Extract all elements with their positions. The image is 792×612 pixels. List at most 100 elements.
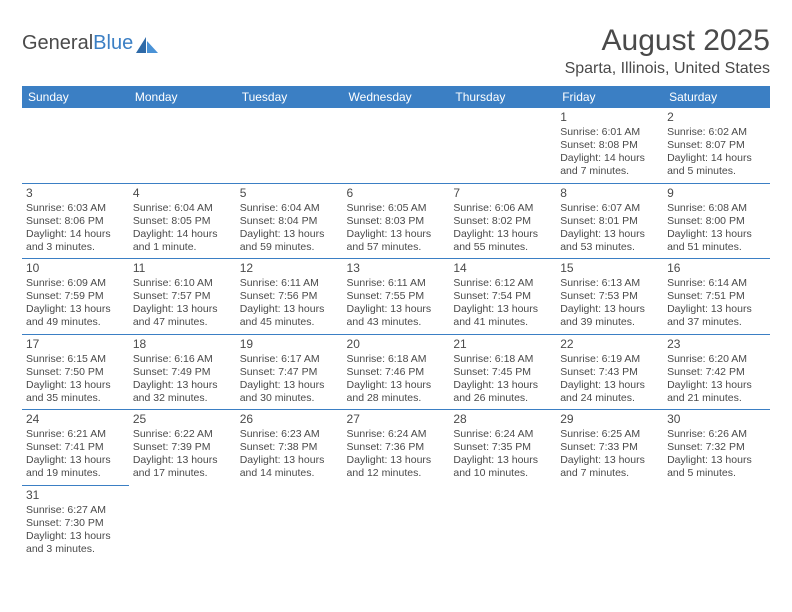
daylight-text: Daylight: 13 hours and 32 minutes. [133, 379, 232, 405]
calendar-cell: 10Sunrise: 6:09 AMSunset: 7:59 PMDayligh… [22, 259, 129, 335]
day-number: 7 [453, 186, 552, 201]
logo-sail-icon [136, 37, 158, 53]
logo-text-general: General [22, 32, 93, 55]
calendar-body: 1Sunrise: 6:01 AMSunset: 8:08 PMDaylight… [22, 108, 770, 560]
sunset-text: Sunset: 7:51 PM [667, 290, 766, 303]
day-number: 26 [240, 412, 339, 427]
sunrise-text: Sunrise: 6:24 AM [453, 428, 552, 441]
daylight-text: Daylight: 13 hours and 57 minutes. [347, 228, 446, 254]
sunset-text: Sunset: 7:50 PM [26, 366, 125, 379]
calendar-cell [449, 108, 556, 183]
sunrise-text: Sunrise: 6:26 AM [667, 428, 766, 441]
sunrise-text: Sunrise: 6:01 AM [560, 126, 659, 139]
day-number: 2 [667, 110, 766, 125]
sunset-text: Sunset: 7:32 PM [667, 441, 766, 454]
sunrise-text: Sunrise: 6:24 AM [347, 428, 446, 441]
daylight-text: Daylight: 13 hours and 41 minutes. [453, 303, 552, 329]
calendar-cell: 21Sunrise: 6:18 AMSunset: 7:45 PMDayligh… [449, 334, 556, 410]
day-number: 12 [240, 261, 339, 276]
day-number: 24 [26, 412, 125, 427]
sunset-text: Sunset: 8:06 PM [26, 215, 125, 228]
day-number: 8 [560, 186, 659, 201]
sunrise-text: Sunrise: 6:05 AM [347, 202, 446, 215]
daylight-text: Daylight: 13 hours and 26 minutes. [453, 379, 552, 405]
sunset-text: Sunset: 7:55 PM [347, 290, 446, 303]
sunrise-text: Sunrise: 6:12 AM [453, 277, 552, 290]
daylight-text: Daylight: 13 hours and 14 minutes. [240, 454, 339, 480]
day-number: 31 [26, 488, 125, 503]
calendar-cell: 2Sunrise: 6:02 AMSunset: 8:07 PMDaylight… [663, 108, 770, 183]
weekday-header: Thursday [449, 86, 556, 108]
sunset-text: Sunset: 8:00 PM [667, 215, 766, 228]
daylight-text: Daylight: 13 hours and 7 minutes. [560, 454, 659, 480]
calendar-cell: 12Sunrise: 6:11 AMSunset: 7:56 PMDayligh… [236, 259, 343, 335]
calendar-cell: 3Sunrise: 6:03 AMSunset: 8:06 PMDaylight… [22, 183, 129, 259]
weekday-header: Saturday [663, 86, 770, 108]
daylight-text: Daylight: 13 hours and 12 minutes. [347, 454, 446, 480]
day-number: 4 [133, 186, 232, 201]
sunrise-text: Sunrise: 6:09 AM [26, 277, 125, 290]
calendar-cell: 13Sunrise: 6:11 AMSunset: 7:55 PMDayligh… [343, 259, 450, 335]
calendar-cell [343, 108, 450, 183]
day-number: 15 [560, 261, 659, 276]
day-number: 30 [667, 412, 766, 427]
sunrise-text: Sunrise: 6:18 AM [453, 353, 552, 366]
month-title: August 2025 [565, 24, 770, 58]
calendar-row: 17Sunrise: 6:15 AMSunset: 7:50 PM Dayligh… [22, 334, 770, 410]
daylight-text: Daylight: 13 hours and 51 minutes. [667, 228, 766, 254]
sunset-text: Sunset: 7:35 PM [453, 441, 552, 454]
calendar-cell: 28Sunrise: 6:24 AMSunset: 7:35 PMDayligh… [449, 410, 556, 486]
calendar-row: 31Sunrise: 6:27 AMSunset: 7:30 PMDayligh… [22, 485, 770, 560]
daylight-text: Daylight: 13 hours and 10 minutes. [453, 454, 552, 480]
day-number: 9 [667, 186, 766, 201]
calendar-cell: 31Sunrise: 6:27 AMSunset: 7:30 PMDayligh… [22, 485, 129, 560]
day-number: 16 [667, 261, 766, 276]
sunset-text: Sunset: 7:47 PM [240, 366, 339, 379]
sunset-text: Sunset: 8:02 PM [453, 215, 552, 228]
day-number: 28 [453, 412, 552, 427]
sunrise-text: Sunrise: 6:14 AM [667, 277, 766, 290]
sunset-text: Sunset: 7:57 PM [133, 290, 232, 303]
day-number: 17 [26, 337, 125, 352]
sunrise-text: Sunrise: 6:08 AM [667, 202, 766, 215]
sunrise-text: Sunrise: 6:16 AM [133, 353, 232, 366]
daylight-text: Daylight: 13 hours and 47 minutes. [133, 303, 232, 329]
daylight-text: Daylight: 13 hours and 45 minutes. [240, 303, 339, 329]
day-number: 18 [133, 337, 232, 352]
sunrise-text: Sunrise: 6:22 AM [133, 428, 232, 441]
weekday-header: Tuesday [236, 86, 343, 108]
calendar-cell: 25Sunrise: 6:22 AMSunset: 7:39 PMDayligh… [129, 410, 236, 486]
location-text: Sparta, Illinois, United States [565, 60, 770, 78]
day-number: 14 [453, 261, 552, 276]
day-number: 3 [26, 186, 125, 201]
sunrise-text: Sunrise: 6:02 AM [667, 126, 766, 139]
daylight-text: Daylight: 13 hours and 43 minutes. [347, 303, 446, 329]
sunrise-text: Sunrise: 6:13 AM [560, 277, 659, 290]
calendar-row: 3Sunrise: 6:03 AMSunset: 8:06 PMDaylight… [22, 183, 770, 259]
calendar-cell: 9Sunrise: 6:08 AMSunset: 8:00 PMDaylight… [663, 183, 770, 259]
calendar-cell: 7Sunrise: 6:06 AMSunset: 8:02 PMDaylight… [449, 183, 556, 259]
calendar-page: GeneralBlue August 2025 Sparta, Illinois… [0, 0, 792, 560]
calendar-cell: 19Sunrise: 6:17 AMSunset: 7:47 PMDayligh… [236, 334, 343, 410]
sunrise-text: Sunrise: 6:18 AM [347, 353, 446, 366]
sunrise-text: Sunrise: 6:04 AM [240, 202, 339, 215]
sunset-text: Sunset: 7:54 PM [453, 290, 552, 303]
sunrise-text: Sunrise: 6:04 AM [133, 202, 232, 215]
daylight-text: Daylight: 13 hours and 59 minutes. [240, 228, 339, 254]
daylight-text: Daylight: 13 hours and 37 minutes. [667, 303, 766, 329]
day-number: 13 [347, 261, 446, 276]
calendar-cell: 27Sunrise: 6:24 AMSunset: 7:36 PMDayligh… [343, 410, 450, 486]
day-number: 29 [560, 412, 659, 427]
daylight-text: Daylight: 13 hours and 5 minutes. [667, 454, 766, 480]
calendar-table: SundayMondayTuesdayWednesdayThursdayFrid… [22, 86, 770, 560]
day-number: 11 [133, 261, 232, 276]
day-number: 25 [133, 412, 232, 427]
sunset-text: Sunset: 7:56 PM [240, 290, 339, 303]
sunset-text: Sunset: 7:38 PM [240, 441, 339, 454]
logo: GeneralBlue [22, 32, 158, 55]
day-number: 20 [347, 337, 446, 352]
sunrise-text: Sunrise: 6:15 AM [26, 353, 125, 366]
calendar-cell: 17Sunrise: 6:15 AMSunset: 7:50 PMDayligh… [22, 334, 129, 410]
calendar-cell: 5Sunrise: 6:04 AMSunset: 8:04 PMDaylight… [236, 183, 343, 259]
sunrise-text: Sunrise: 6:11 AM [240, 277, 339, 290]
